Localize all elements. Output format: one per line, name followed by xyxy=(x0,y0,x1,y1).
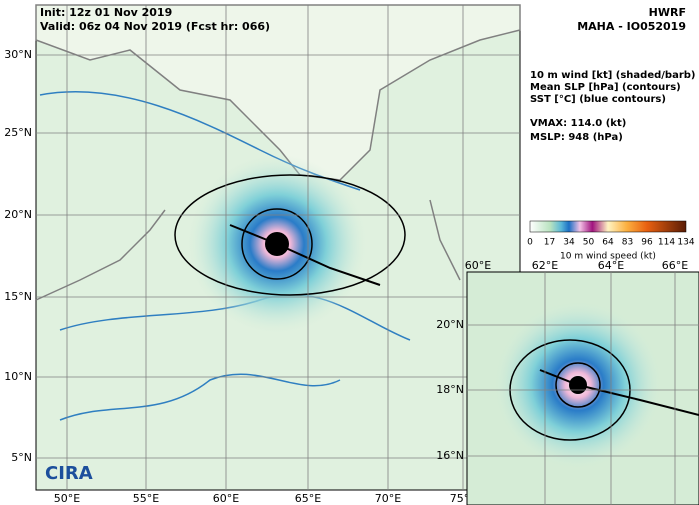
lon-label: 50°E xyxy=(54,492,80,505)
colorbar-tick: 114 xyxy=(658,238,675,248)
storm: MAHA - IO052019 xyxy=(577,20,686,33)
colorbar-tick: 134 xyxy=(677,238,694,248)
lat-label: 15°N xyxy=(4,290,32,303)
lat-label: 25°N xyxy=(4,126,32,139)
legend-line: Mean SLP [hPa] (contours) xyxy=(530,82,681,93)
legend-line: 10 m wind [kt] (shaded/barb) xyxy=(530,70,695,81)
inset-lon-label: 60°E xyxy=(465,259,491,272)
track xyxy=(229,224,381,286)
colorbar-tick: 64 xyxy=(602,238,614,248)
colorbar-label: 10 m wind speed (kt) xyxy=(560,252,656,262)
slp-contour xyxy=(555,362,601,408)
logo: CIRA xyxy=(45,463,93,484)
coast xyxy=(35,199,461,301)
inset-lat-label: 16°N xyxy=(436,449,464,462)
colorbar xyxy=(529,220,687,233)
inset-lat-label: 20°N xyxy=(436,318,464,331)
valid: Valid: 06z 04 Nov 2019 (Fcst hr: 066) xyxy=(40,20,270,33)
slp-contour xyxy=(174,174,406,296)
colorbar-tick: 17 xyxy=(544,238,555,248)
inset-lon-label: 62°E xyxy=(532,259,558,272)
colorbar-tick: 0 xyxy=(527,238,533,248)
legend: 10 m wind [kt] (shaded/barb)Mean SLP [hP… xyxy=(530,70,695,105)
colorbar-tick: 96 xyxy=(641,238,653,248)
lat-label: 5°N xyxy=(11,451,32,464)
lat-label: 10°N xyxy=(4,370,32,383)
lon-label: 70°E xyxy=(375,492,401,505)
lat-label: 30°N xyxy=(4,48,32,61)
lon-label: 60°E xyxy=(213,492,239,505)
inset-lat-label: 18°N xyxy=(436,383,464,396)
legend-line: SST [°C] (blue contours) xyxy=(530,94,666,105)
slp-contour xyxy=(241,208,313,280)
colorbar-tick: 83 xyxy=(622,238,633,248)
lon-label: 55°E xyxy=(133,492,159,505)
inset-lon-label: 66°E xyxy=(662,259,688,272)
inset-grid: 60°E 62°E 64°E 66°E 20°N 18°N 16°N xyxy=(436,259,699,505)
main-grid: 30°N 25°N 20°N 15°N 10°N 5°N 50°E 55°E 60°E 65°E 7… xyxy=(4,5,520,505)
land xyxy=(35,4,521,181)
colorbar-tick: 34 xyxy=(563,238,575,248)
track xyxy=(539,369,699,416)
mslp: MSLP: 948 (hPa) xyxy=(530,132,623,143)
init: Init: 12z 01 Nov 2019 xyxy=(40,6,172,19)
inset-lon-label: 64°E xyxy=(598,259,624,272)
lat-label: 20°N xyxy=(4,208,32,221)
lon-label: 65°E xyxy=(295,492,321,505)
colorbar-tick: 50 xyxy=(583,238,595,248)
model: HWRF xyxy=(649,6,686,19)
colorbar-ticks: 0 17 34 50 64 83 96 114 134 xyxy=(527,238,695,248)
vmax: VMAX: 114.0 (kt) xyxy=(530,118,626,129)
